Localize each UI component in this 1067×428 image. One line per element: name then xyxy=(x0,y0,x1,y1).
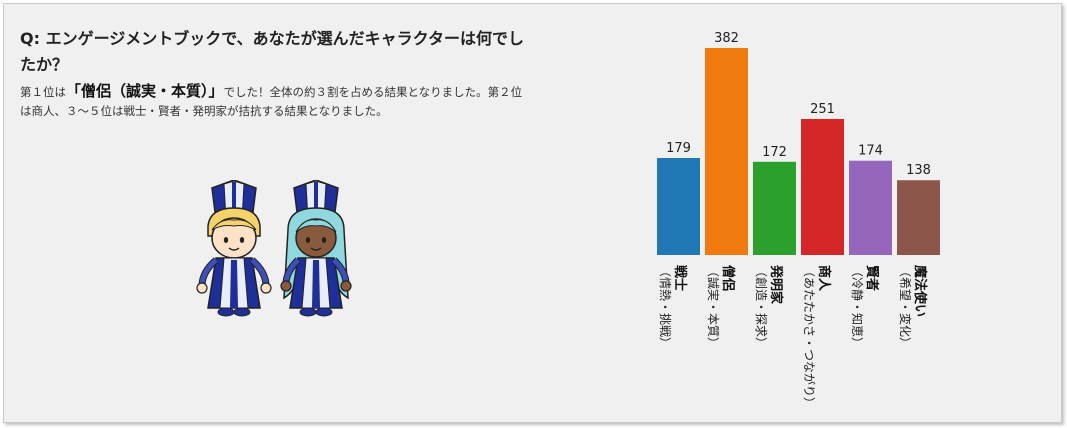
category-label-1: 戦士（情熱・挑戦） xyxy=(658,265,688,349)
category-name-1: 戦士 xyxy=(672,265,688,291)
value-label-6: 138 xyxy=(906,163,931,178)
value-label-2: 382 xyxy=(714,31,739,46)
value-label-5: 174 xyxy=(858,144,883,159)
result-description: 第１位は「僧侶（誠実・本質）」でした！全体の約３割を占める結果となりました。第２… xyxy=(20,82,525,121)
priest-boy-figure xyxy=(196,180,272,317)
category-label-2: 僧侶（誠実・本質） xyxy=(706,265,736,349)
priestess-girl-figure xyxy=(280,180,352,317)
category-subtitle-2: （誠実・本質） xyxy=(706,265,721,349)
category-subtitle-5: （冷静・知恵） xyxy=(850,265,864,349)
bar-4 xyxy=(801,118,844,255)
category-name-2: 僧侶 xyxy=(720,265,736,291)
category-name-5: 賢者 xyxy=(864,265,880,291)
priest-characters-illustration xyxy=(196,180,352,317)
category-label-5: 賢者（冷静・知恵） xyxy=(850,265,880,349)
description-body: でした！全体の約３割を占める結果となりました。第２位は商人、３～５位は戦士・賢者… xyxy=(20,85,523,118)
bar-2 xyxy=(705,48,748,255)
description-highlight: 「僧侶（誠実・本質）」 xyxy=(66,82,224,100)
character-choice-bar-chart: 179 戦士（情熱・挑戦） 382 僧侶（誠実・本質） 172 発明家（創造・探求） 251… xyxy=(657,31,940,409)
bar-5 xyxy=(849,160,892,255)
category-name-4: 商人 xyxy=(816,265,832,292)
category-name-6: 魔法使い xyxy=(912,265,928,317)
bar-6 xyxy=(897,180,940,255)
bar-1 xyxy=(657,158,700,255)
question-heading: Q: エンゲージメントブックで、あなたが選んだキャラクターは何でしたか？ xyxy=(20,29,524,74)
category-subtitle-1: （情熱・挑戦） xyxy=(658,265,672,349)
value-label-1: 179 xyxy=(666,141,691,156)
category-subtitle-6: （希望・変化） xyxy=(898,265,913,349)
content-panel: Q: エンゲージメントブックで、あなたが選んだキャラクターは何でしたか？ 第１位… xyxy=(3,3,1062,423)
bar-3 xyxy=(753,161,796,255)
value-label-4: 251 xyxy=(810,102,835,117)
category-name-3: 発明家 xyxy=(768,264,784,305)
category-label-4: 商人（あたたかさ・つながり） xyxy=(802,265,832,409)
category-subtitle-4: （あたたかさ・つながり） xyxy=(802,265,817,409)
value-label-3: 172 xyxy=(762,145,787,160)
description-prefix: 第１位は xyxy=(20,85,66,99)
category-subtitle-3: （創造・探求） xyxy=(754,265,768,349)
category-label-3: 発明家（創造・探求） xyxy=(754,264,784,349)
category-label-6: 魔法使い（希望・変化） xyxy=(898,265,928,349)
